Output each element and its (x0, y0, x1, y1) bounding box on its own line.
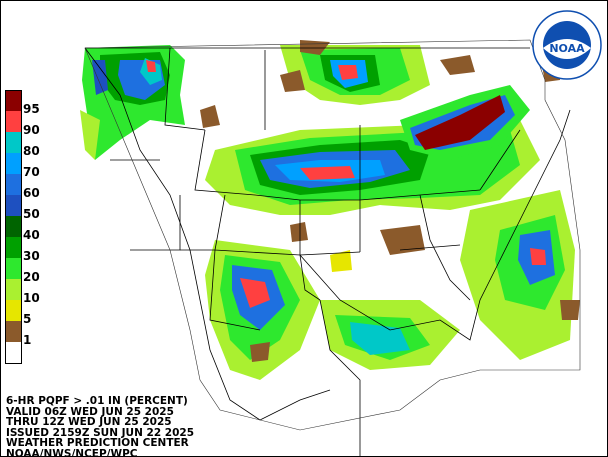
legend-swatch (5, 111, 22, 132)
legend-label: 1 (23, 333, 32, 347)
thru-time: THRU 12Z WED JUN 25 2025 (6, 416, 172, 429)
legend-swatch (5, 279, 22, 300)
legend-entry: 50 (5, 195, 65, 220)
legend-entry: 10 (5, 279, 65, 304)
legend-swatch (5, 258, 22, 279)
probability-legend: 95 90 80 70 60 50 40 30 20 10 5 1 (5, 90, 65, 364)
legend-label: 80 (23, 144, 40, 158)
legend-swatch (5, 321, 22, 342)
agency-name: NOAA/NWS/NCEP/WPC (6, 447, 138, 457)
legend-swatch (5, 174, 22, 195)
noaa-logo-text: NOAA (549, 42, 585, 55)
probability-fields (80, 40, 580, 380)
legend-label: 95 (23, 102, 40, 116)
noaa-logo-icon: NOAA (532, 10, 602, 80)
valid-time: VALID 06Z WED JUN 25 2025 (6, 405, 174, 418)
legend-entry: 5 (5, 300, 65, 325)
legend-swatch (5, 195, 22, 216)
legend-entry: 30 (5, 237, 65, 262)
legend-entry: 40 (5, 216, 65, 241)
political-boundaries (84, 47, 571, 457)
legend-entry: 80 (5, 132, 65, 157)
legend-swatch (5, 216, 22, 237)
legend-label: 5 (23, 312, 32, 326)
product-title: 6-HR PQPF > .01 IN (PERCENT) (6, 395, 188, 407)
legend-label: 60 (23, 186, 40, 200)
legend-entry: 90 (5, 111, 65, 136)
issued-time: ISSUED 2159Z SUN JUN 22 2025 (6, 426, 195, 439)
legend-swatch (5, 342, 22, 364)
forecast-domain-outline (84, 39, 581, 431)
legend-label: 90 (23, 123, 40, 137)
legend-swatch (5, 90, 22, 112)
legend-swatch (5, 153, 22, 174)
legend-entry: 60 (5, 174, 65, 199)
center-name: WEATHER PREDICTION CENTER (6, 437, 189, 450)
legend-label: 20 (23, 270, 40, 284)
legend-entry: 20 (5, 258, 65, 283)
legend-entry: 95 (5, 90, 65, 115)
legend-label: 50 (23, 207, 40, 221)
legend-entry: 70 (5, 153, 65, 178)
legend-entry: 1 (5, 321, 65, 346)
legend-entry (5, 342, 65, 364)
legend-label: 70 (23, 165, 40, 179)
legend-label: 10 (23, 291, 40, 305)
legend-swatch (5, 300, 22, 321)
product-info: 6-HR PQPF > .01 IN (PERCENT) VALID 06Z W… (6, 396, 194, 457)
legend-label: 40 (23, 228, 40, 242)
legend-label: 30 (23, 249, 40, 263)
legend-swatch (5, 132, 22, 153)
legend-swatch (5, 237, 22, 258)
